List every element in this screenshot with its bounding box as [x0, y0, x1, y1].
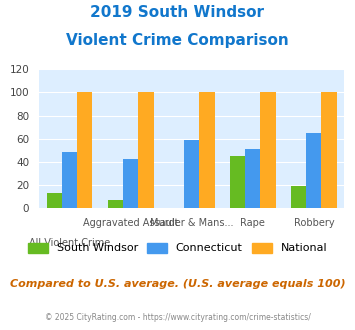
Text: Rape: Rape [240, 218, 265, 228]
Legend: South Windsor, Connecticut, National: South Windsor, Connecticut, National [23, 238, 332, 258]
Bar [77, 92, 92, 208]
Bar [47, 193, 62, 208]
Text: Aggravated Assault: Aggravated Assault [83, 218, 179, 228]
Bar [123, 159, 138, 208]
Text: 2019 South Windsor: 2019 South Windsor [91, 5, 264, 20]
Text: Violent Crime Comparison: Violent Crime Comparison [66, 33, 289, 48]
Bar [291, 186, 306, 208]
Text: © 2025 CityRating.com - https://www.cityrating.com/crime-statistics/: © 2025 CityRating.com - https://www.city… [45, 314, 310, 322]
Bar [108, 200, 123, 208]
Text: Murder & Mans...: Murder & Mans... [150, 218, 234, 228]
Bar [62, 152, 77, 208]
Text: All Violent Crime: All Violent Crime [29, 238, 110, 248]
Bar [184, 140, 200, 208]
Bar [306, 133, 322, 208]
Bar [200, 92, 214, 208]
Bar [230, 156, 245, 208]
Bar [261, 92, 275, 208]
Text: Compared to U.S. average. (U.S. average equals 100): Compared to U.S. average. (U.S. average … [10, 279, 345, 289]
Bar [322, 92, 337, 208]
Text: Robbery: Robbery [294, 218, 334, 228]
Bar [138, 92, 153, 208]
Bar [245, 149, 261, 208]
